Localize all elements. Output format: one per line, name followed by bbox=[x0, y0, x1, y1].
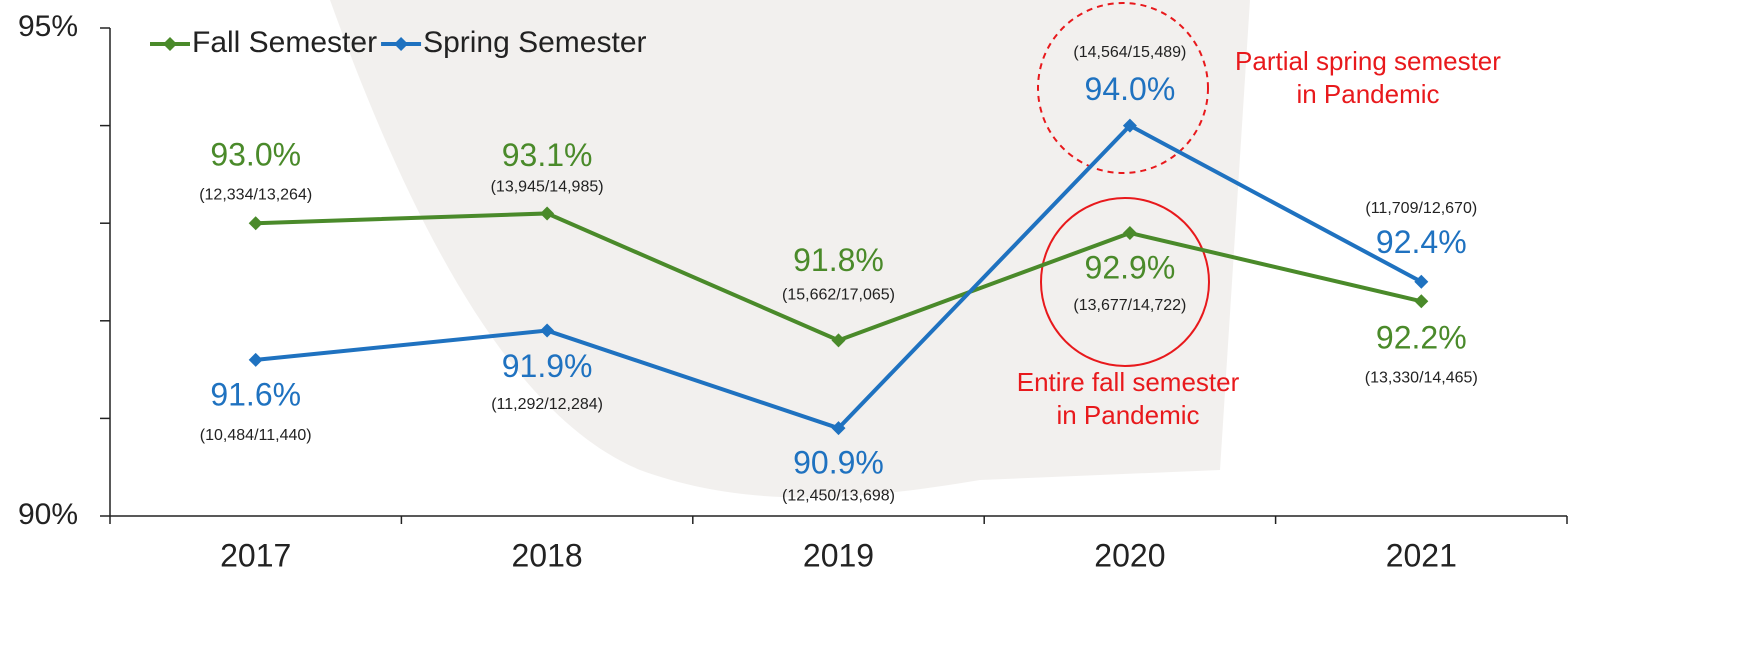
count-label: (13,945/14,985) bbox=[491, 179, 604, 196]
x-tick-label: 2017 bbox=[220, 537, 291, 573]
marker bbox=[249, 353, 263, 367]
marker bbox=[1414, 294, 1428, 308]
value-label: 91.9% bbox=[502, 348, 593, 384]
y-tick-label: 95% bbox=[18, 10, 78, 43]
marker bbox=[1414, 275, 1428, 289]
legend-label: Fall Semester bbox=[192, 26, 377, 59]
y-tick-label: 90% bbox=[18, 498, 78, 531]
count-label: (10,484/11,440) bbox=[200, 427, 312, 444]
count-label: (14,564/15,489) bbox=[1073, 44, 1186, 61]
legend-marker bbox=[163, 37, 177, 51]
marker bbox=[249, 216, 263, 230]
count-label: (11,292/12,284) bbox=[491, 396, 603, 413]
count-label: (12,450/13,698) bbox=[782, 487, 895, 504]
value-label: 92.4% bbox=[1376, 224, 1467, 260]
value-label: 92.2% bbox=[1376, 320, 1467, 356]
annotation: Partial spring semester bbox=[1235, 46, 1501, 76]
annotation: Entire fall semester bbox=[1017, 367, 1240, 397]
x-tick-label: 2021 bbox=[1386, 537, 1457, 573]
value-label: 93.0% bbox=[210, 137, 301, 173]
legend-label: Spring Semester bbox=[423, 26, 646, 59]
count-label: (12,334/13,264) bbox=[199, 186, 312, 203]
count-label: (13,677/14,722) bbox=[1073, 297, 1186, 314]
x-tick-label: 2020 bbox=[1094, 537, 1165, 573]
value-label: 92.9% bbox=[1085, 249, 1176, 285]
x-tick-label: 2018 bbox=[512, 537, 583, 573]
value-label: 91.6% bbox=[210, 376, 301, 412]
annotation: in Pandemic bbox=[1296, 79, 1439, 109]
annotation: in Pandemic bbox=[1056, 400, 1199, 430]
count-label: (15,662/17,065) bbox=[782, 287, 895, 304]
chart: 90% 95% 2017 2018 2019 2020 2021 93.0% (12,334/1… bbox=[0, 0, 1763, 646]
value-label: 90.9% bbox=[793, 445, 884, 481]
count-label: (11,709/12,670) bbox=[1365, 200, 1477, 217]
value-label: 93.1% bbox=[502, 137, 593, 173]
value-label: 91.8% bbox=[793, 242, 884, 278]
value-label: 94.0% bbox=[1085, 71, 1176, 107]
count-label: (13,330/14,465) bbox=[1365, 369, 1478, 386]
x-tick-label: 2019 bbox=[803, 537, 874, 573]
